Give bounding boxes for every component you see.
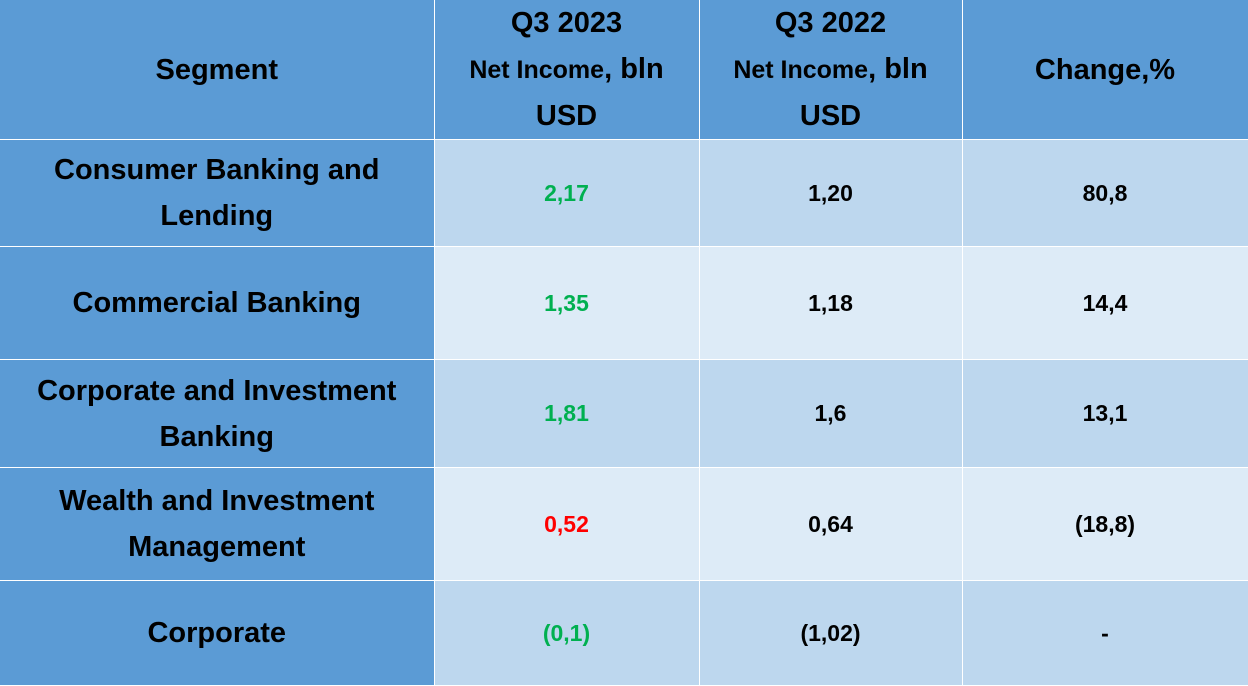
table-row: Corporate and Investment Banking 1,81 1,…: [0, 359, 1248, 468]
segment-name-cell: Wealth and Investment Management: [0, 467, 435, 581]
q3-2022-value-cell: (1,02): [699, 580, 963, 686]
header-q3-2022-sub: Net Income: [733, 56, 869, 84]
q3-2023-value-cell: 1,81: [434, 359, 700, 468]
change-value-cell: 80,8: [962, 139, 1248, 247]
q3-2023-value-cell: 2,17: [434, 139, 700, 247]
change-value-cell: 13,1: [962, 359, 1248, 468]
header-row: Segment Q3 2023 Net Income, bln USD Q3 2…: [0, 0, 1248, 140]
q3-2022-value-cell: 1,20: [699, 139, 963, 247]
q3-2023-value-cell: 0,52: [434, 467, 700, 581]
header-q3-2022-title: Q3 2022: [774, 7, 887, 39]
q3-2023-value-cell: 1,35: [434, 246, 700, 360]
header-change: Change,%: [962, 0, 1248, 140]
header-q3-2023-sub: Net Income: [469, 56, 605, 84]
q3-2023-value-cell: (0,1): [434, 580, 700, 686]
segment-name-cell: Consumer Banking and Lending: [0, 139, 435, 247]
table-row: Consumer Banking and Lending 2,17 1,20 8…: [0, 139, 1248, 247]
header-q3-2023-unit: , bln USD: [535, 53, 664, 132]
change-value-cell: -: [962, 580, 1248, 686]
header-q3-2022-unit: , bln USD: [799, 53, 928, 132]
segment-name-cell: Corporate and Investment Banking: [0, 359, 435, 468]
header-q3-2023: Q3 2023 Net Income, bln USD: [434, 0, 700, 140]
segment-name-cell: Corporate: [0, 580, 435, 686]
q3-2022-value-cell: 0,64: [699, 467, 963, 581]
header-q3-2022: Q3 2022 Net Income, bln USD: [699, 0, 963, 140]
change-value-cell: (18,8): [962, 467, 1248, 581]
header-q3-2023-title: Q3 2023: [510, 7, 623, 39]
header-change-label: Change,%: [1034, 53, 1176, 86]
change-value-cell: 14,4: [962, 246, 1248, 360]
header-segment: Segment: [0, 0, 435, 140]
q3-2022-value-cell: 1,18: [699, 246, 963, 360]
table-row: Wealth and Investment Management 0,52 0,…: [0, 467, 1248, 581]
q3-2022-value-cell: 1,6: [699, 359, 963, 468]
header-segment-label: Segment: [155, 53, 278, 86]
table-row: Corporate (0,1) (1,02) -: [0, 580, 1248, 686]
table-row: Commercial Banking 1,35 1,18 14,4: [0, 246, 1248, 360]
segment-name-cell: Commercial Banking: [0, 246, 435, 360]
